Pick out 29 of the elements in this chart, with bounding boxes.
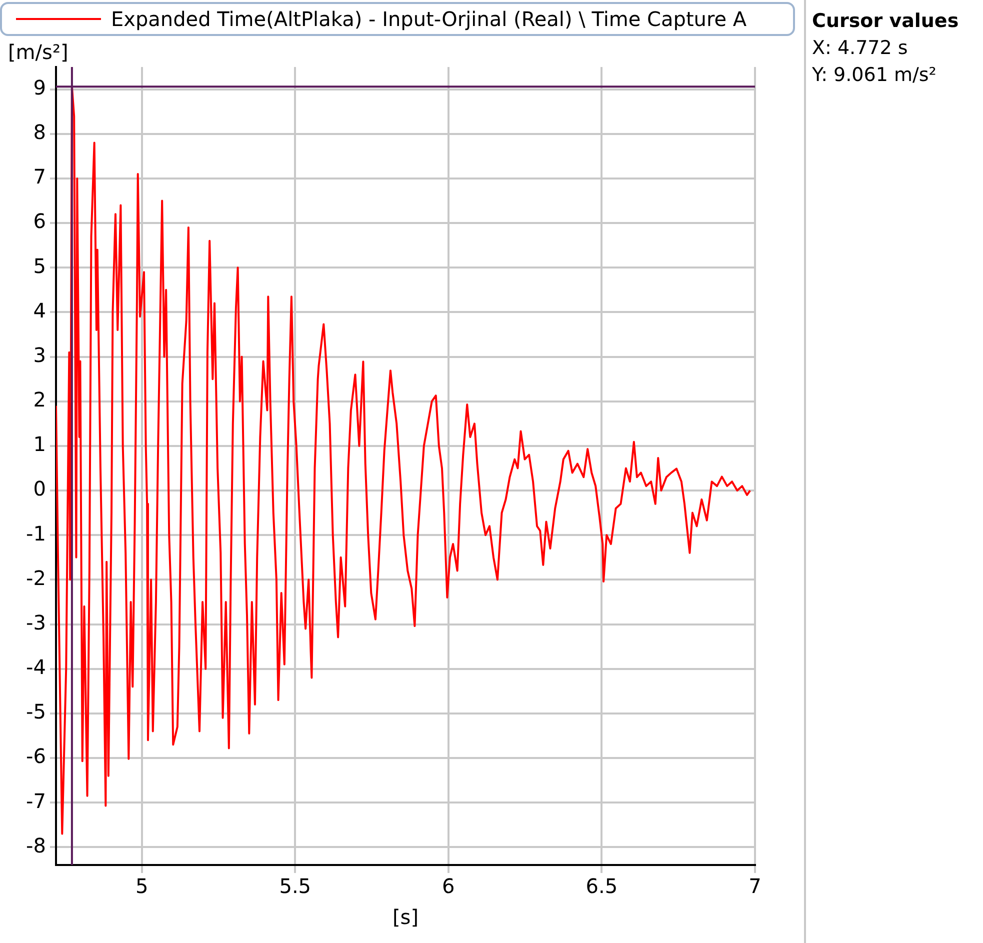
y-tick-label: 8 xyxy=(33,120,46,144)
y-tick-label: 4 xyxy=(33,298,46,322)
y-tick-label: 9 xyxy=(33,75,46,100)
y-tick-label: -4 xyxy=(26,655,46,680)
text: Y: 9.061 m/s² xyxy=(812,63,938,88)
text: Cursor values xyxy=(812,9,959,34)
y-tick-label: -1 xyxy=(26,521,46,546)
y-tick-label: -7 xyxy=(26,788,46,813)
x-tick-label: 7 xyxy=(748,874,762,898)
y-tick-label: 6 xyxy=(33,209,46,234)
y-tick-label: 0 xyxy=(33,476,46,501)
y-tick-label: -8 xyxy=(26,833,46,858)
text: X: 4.772 s xyxy=(812,36,909,61)
x-tick-label: 6.5 xyxy=(586,874,618,898)
x-axis-title: [s] xyxy=(392,905,419,930)
y-tick-label: -6 xyxy=(26,744,46,768)
y-tick-label: 5 xyxy=(33,254,46,278)
y-tick-label: 3 xyxy=(33,342,46,367)
y-tick-label: 2 xyxy=(33,388,46,412)
y-tick-label: 7 xyxy=(33,164,46,189)
legend-label: Expanded Time(AltPlaka) - Input-Orjinal (Real) \ Time Capture A xyxy=(111,7,747,31)
y-tick-label: -2 xyxy=(26,566,46,590)
x-tick-label: 5 xyxy=(135,874,148,898)
y-tick-label: -3 xyxy=(26,610,46,634)
x-tick-label: 6 xyxy=(442,874,455,898)
y-tick-label: -5 xyxy=(26,700,46,724)
y-axis-title: [m/s²] xyxy=(8,40,68,64)
x-tick-label: 5.5 xyxy=(279,874,312,898)
y-tick-label: 1 xyxy=(33,432,46,456)
